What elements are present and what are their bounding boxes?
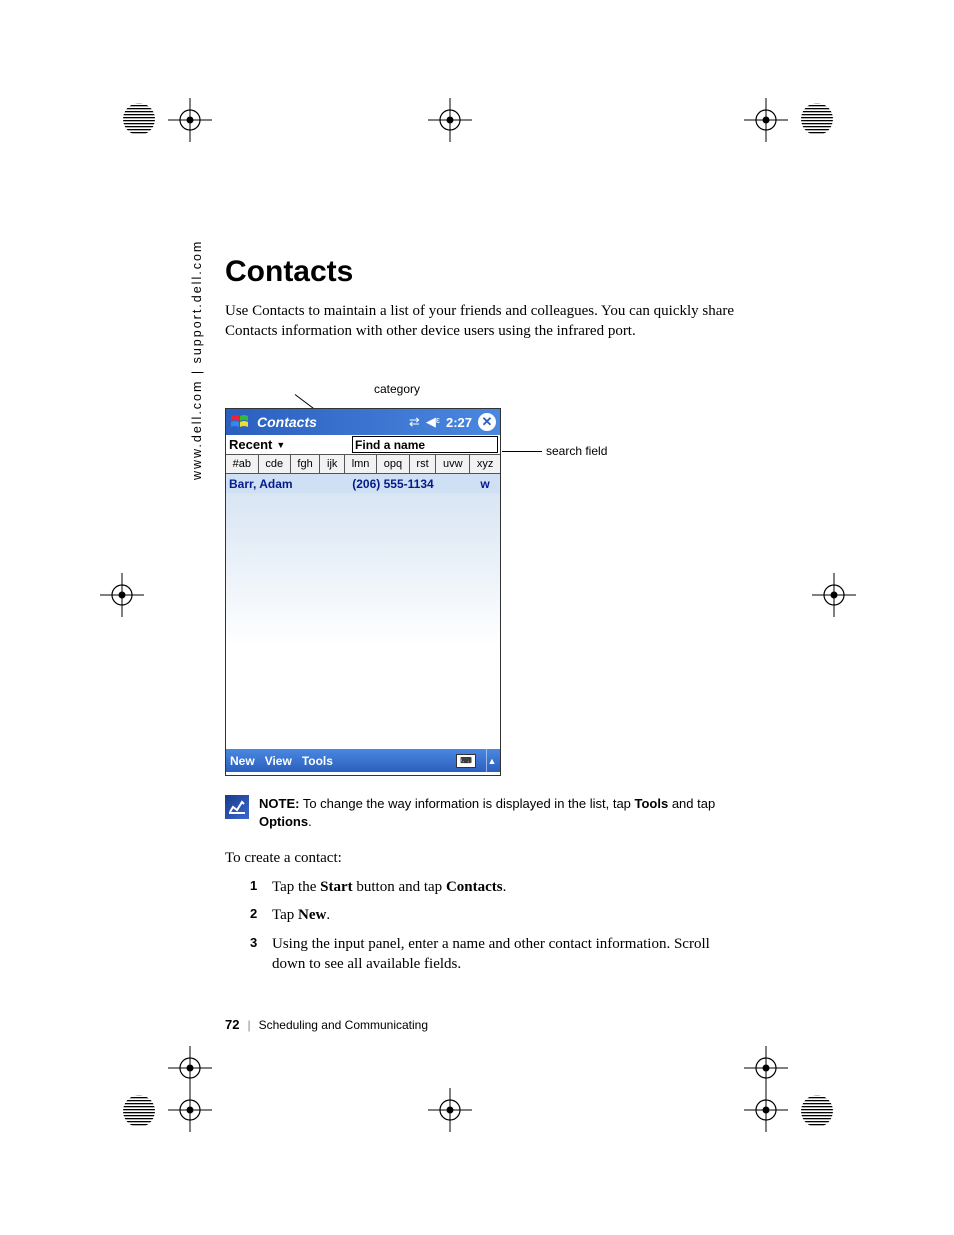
keyboard-icon[interactable]: ⌨: [456, 754, 476, 768]
step-text: .: [503, 879, 507, 895]
chapter-title: Scheduling and Communicating: [259, 1018, 428, 1032]
note-icon: [225, 795, 249, 819]
alpha-tab[interactable]: rst: [410, 455, 437, 473]
callout-category-label: category: [374, 382, 420, 396]
search-input[interactable]: Find a name: [352, 436, 498, 453]
step-text: Tap the: [272, 879, 320, 895]
menu-tools[interactable]: Tools: [302, 754, 333, 768]
step-text: .: [326, 907, 330, 923]
crosshair-icon: [428, 98, 472, 142]
note-bold: Options: [259, 814, 308, 829]
toolbar: Recent ▼ Find a name: [226, 435, 500, 455]
clock[interactable]: 2:27: [446, 415, 472, 430]
section-title: Contacts: [225, 255, 745, 289]
alpha-tab[interactable]: opq: [377, 455, 410, 473]
alpha-tab[interactable]: lmn: [345, 455, 377, 473]
alpha-tab[interactable]: #ab: [226, 455, 259, 473]
step-text: Using the input panel, enter a name and …: [272, 936, 710, 972]
crosshair-icon: [744, 1088, 788, 1132]
printer-mark-icon: [122, 1094, 156, 1128]
manual-page: www.dell.com | support.dell.com Contacts…: [0, 0, 954, 1235]
alpha-tab[interactable]: uvw: [436, 455, 470, 473]
contact-list-area[interactable]: [226, 493, 500, 749]
speaker-icon[interactable]: ◀ᵋ: [426, 414, 440, 430]
crosshair-icon: [168, 98, 212, 142]
page-footer: 72 | Scheduling and Communicating: [225, 1017, 428, 1032]
step-bold: New: [298, 907, 326, 923]
steps-list: Tap the Start button and tap Contacts. T…: [250, 877, 725, 982]
close-button[interactable]: ✕: [478, 413, 496, 431]
step-bold: Start: [320, 879, 353, 895]
category-label: Recent: [229, 437, 272, 452]
note-segment: .: [308, 814, 312, 829]
crosshair-icon: [744, 1046, 788, 1090]
crosshair-icon: [812, 573, 856, 617]
note-block: NOTE: To change the way information is d…: [225, 795, 750, 830]
alpha-tab[interactable]: cde: [259, 455, 291, 473]
menu-view[interactable]: View: [265, 754, 292, 768]
step-item: Using the input panel, enter a name and …: [250, 934, 725, 975]
callout-search-label: search field: [546, 444, 607, 458]
crosshair-icon: [168, 1088, 212, 1132]
app-title: Contacts: [256, 414, 403, 430]
note-segment: and tap: [668, 796, 715, 811]
printer-mark-icon: [122, 102, 156, 136]
step-text: Tap: [272, 907, 298, 923]
titlebar-status: ⇄ ◀ᵋ 2:27 ✕: [409, 413, 496, 431]
contact-name: Barr, Adam: [229, 477, 352, 491]
contact-list-row[interactable]: Barr, Adam (206) 555-1134 w: [226, 474, 500, 493]
crosshair-icon: [428, 1088, 472, 1132]
pocketpc-screenshot: Contacts ⇄ ◀ᵋ 2:27 ✕ Recent ▼ Find a nam…: [225, 408, 501, 776]
step-item: Tap New.: [250, 905, 725, 925]
footer-separator: |: [247, 1018, 250, 1032]
crosshair-icon: [744, 98, 788, 142]
connectivity-icon[interactable]: ⇄: [409, 414, 420, 430]
crosshair-icon: [168, 1046, 212, 1090]
create-intro: To create a contact:: [225, 850, 342, 867]
note-segment: To change the way information is display…: [299, 796, 634, 811]
page-number: 72: [225, 1017, 239, 1032]
printer-mark-icon: [800, 102, 834, 136]
menu-new[interactable]: New: [230, 754, 255, 768]
alpha-tab[interactable]: fgh: [291, 455, 321, 473]
note-label: NOTE:: [259, 796, 299, 811]
command-bar: New View Tools ⌨ ▲: [226, 749, 500, 772]
category-dropdown[interactable]: Recent ▼: [226, 435, 352, 454]
note-bold: Tools: [635, 796, 669, 811]
printer-mark-icon: [800, 1094, 834, 1128]
content-column: Contacts Use Contacts to maintain a list…: [225, 255, 745, 370]
note-text: NOTE: To change the way information is d…: [259, 795, 750, 830]
alpha-index-tabs: #ab cde fgh ijk lmn opq rst uvw xyz: [226, 455, 500, 474]
sidebar-url: www.dell.com | support.dell.com: [190, 240, 204, 480]
titlebar: Contacts ⇄ ◀ᵋ 2:27 ✕: [226, 409, 500, 435]
step-bold: Contacts: [446, 879, 503, 895]
start-button[interactable]: [230, 413, 250, 431]
alpha-tab[interactable]: ijk: [320, 455, 345, 473]
step-item: Tap the Start button and tap Contacts.: [250, 877, 725, 897]
step-text: button and tap: [353, 879, 446, 895]
crosshair-icon: [100, 573, 144, 617]
contact-phone-type: w: [473, 477, 497, 491]
callout-line: [502, 451, 542, 452]
contact-phone: (206) 555-1134: [352, 477, 473, 491]
chevron-down-icon: ▼: [276, 440, 285, 450]
search-placeholder: Find a name: [355, 438, 425, 452]
alpha-tab[interactable]: xyz: [470, 455, 500, 473]
sip-up-icon[interactable]: ▲: [486, 749, 500, 772]
intro-paragraph: Use Contacts to maintain a list of your …: [225, 301, 745, 342]
